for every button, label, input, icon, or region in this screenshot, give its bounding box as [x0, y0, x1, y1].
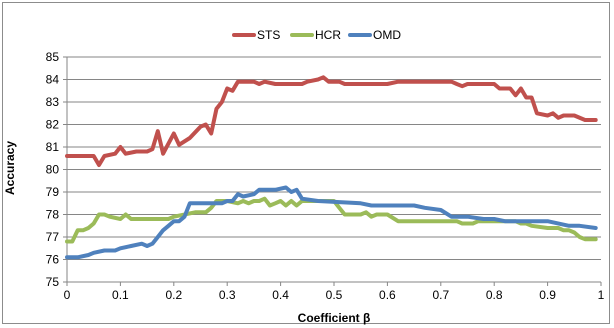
series-line-sts: [65, 75, 598, 167]
x-tick-label: 0.2: [165, 288, 182, 302]
y-tick-label: 81: [46, 140, 60, 154]
chart-frame: [2, 2, 610, 324]
y-tick-label: 76: [46, 253, 60, 267]
y-tick-label: 85: [46, 50, 60, 64]
legend-label-sts: STS: [257, 28, 280, 42]
y-tick-label: 78: [46, 208, 60, 222]
y-tick-label: 77: [46, 230, 60, 244]
x-tick-label: 0: [64, 288, 71, 302]
y-tick-labels: 75 76 77 78 79 80 81 82 83 84 85: [46, 50, 67, 289]
x-tick-label: 0.8: [486, 288, 503, 302]
x-tick-label: 0.7: [432, 288, 449, 302]
legend: STS HCR OMD: [232, 28, 401, 42]
y-tick-label: 83: [46, 95, 60, 109]
y-tick-label: 84: [46, 73, 60, 87]
y-tick-label: 80: [46, 163, 60, 177]
x-tick-label: 0.6: [379, 288, 396, 302]
x-tick-label: 0.4: [272, 288, 289, 302]
x-tick-label: 0.1: [112, 288, 129, 302]
series-line-hcr: [65, 196, 598, 244]
y-axis-title: Accuracy: [3, 141, 17, 195]
x-tick-label: 0.5: [326, 288, 343, 302]
x-tick-label: 0.3: [219, 288, 236, 302]
legend-label-omd: OMD: [373, 28, 401, 42]
x-axis-title: Coefficient β: [298, 311, 371, 325]
x-tick-labels: 0 0.1 0.2 0.3 0.4 0.5 0.6 0.7 0.8 0.9 1: [64, 282, 605, 302]
y-tick-label: 75: [46, 275, 60, 289]
x-tick-label: 0.9: [539, 288, 556, 302]
y-tick-label: 82: [46, 118, 60, 132]
series-line-omd: [65, 185, 598, 260]
x-tick-label: 1: [598, 288, 605, 302]
y-tick-label: 79: [46, 185, 60, 199]
legend-label-hcr: HCR: [315, 28, 341, 42]
series-lines: [65, 75, 598, 260]
